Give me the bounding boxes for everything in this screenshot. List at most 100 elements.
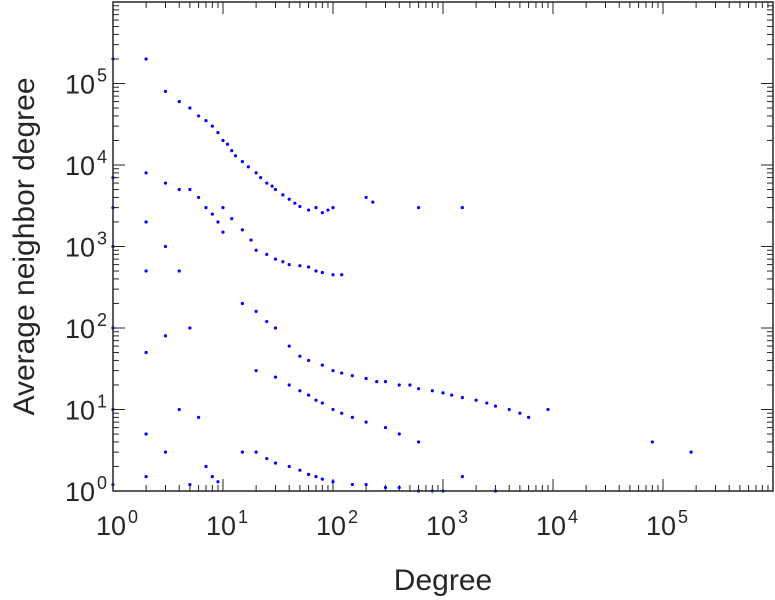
y-tick-label: 10 0 (65, 473, 107, 507)
x-tick-label: 10 4 (536, 507, 578, 541)
scatter-point (298, 389, 302, 393)
scatter-point (383, 486, 388, 490)
scatter-point (650, 440, 654, 444)
scatter-point (689, 450, 693, 454)
x-tick-labels: 10 0 10 1 10 2 10 3 10 4 10 5 (96, 507, 688, 541)
scatter-point (144, 350, 148, 355)
scatter-point (265, 181, 269, 185)
scatter-point (416, 206, 421, 210)
scatter-point (233, 154, 238, 158)
scatter-point (350, 374, 354, 378)
y-tick-label: 10 4 (65, 147, 107, 181)
scatter-point (320, 363, 324, 367)
scatter-point (177, 187, 181, 192)
scatter-point (273, 326, 278, 330)
scatter-point (314, 269, 318, 273)
scatter-point (230, 149, 234, 153)
scatter-point (254, 248, 258, 252)
scatter-point (326, 208, 330, 212)
scatter-point (364, 420, 368, 424)
scatter-point (281, 260, 285, 264)
scatter-point (240, 160, 244, 164)
scatter-point (254, 171, 258, 175)
x-axis-label: Degree (394, 564, 492, 597)
scatter-point (474, 398, 478, 402)
scatter-point (493, 404, 498, 408)
scatter-point (408, 383, 412, 387)
scatter-point (331, 480, 335, 484)
scatter-point (298, 468, 302, 472)
y-tick-label: 10 3 (65, 229, 107, 263)
scatter-point (314, 475, 318, 479)
scatter-point (210, 212, 214, 216)
scatter-point (397, 486, 401, 490)
scatter-point (306, 472, 311, 476)
scatter-point (188, 482, 192, 487)
scatter-point (144, 475, 148, 479)
scatter-point (397, 432, 401, 436)
scatter-point (350, 415, 354, 419)
scatter-point (163, 89, 168, 93)
scatter-point (254, 309, 258, 313)
scatter-point (204, 119, 208, 123)
scatter-point (196, 195, 201, 200)
scatter-point (331, 407, 335, 412)
scatter-point (221, 206, 225, 210)
scatter-point (546, 407, 550, 412)
scatter-point (293, 201, 297, 205)
scatter-point (265, 319, 269, 324)
scatter-point (177, 407, 181, 412)
scatter-point (216, 220, 220, 224)
scatter-point (364, 482, 368, 487)
x-tick-label: 10 5 (646, 507, 688, 541)
y-axis-label: Average neighbor degree (8, 77, 41, 415)
scatter-point (320, 270, 324, 275)
scatter-point (216, 130, 220, 135)
scatter-point (416, 440, 421, 444)
scatter-point (254, 369, 258, 373)
y-tick-label: 10 5 (65, 66, 107, 100)
scatter-point (320, 477, 324, 481)
scatter-point (383, 425, 388, 430)
scatter-point (306, 393, 311, 397)
scatter-point (210, 124, 214, 128)
scatter-point (371, 200, 375, 204)
scatter-point (273, 375, 278, 379)
scatter-point (265, 252, 269, 256)
scatter-point (314, 398, 318, 402)
plot-frame (112, 1, 774, 492)
scatter-point (210, 475, 214, 479)
scatter-point (320, 211, 324, 215)
scatter-point (331, 273, 335, 277)
scatter-point (298, 264, 302, 268)
scatter-point (298, 204, 302, 209)
x-tick-label: 10 0 (96, 507, 138, 541)
x-tick-label: 10 1 (206, 507, 248, 541)
scatter-point (144, 57, 148, 61)
scatter-point (240, 228, 244, 232)
scatter-point (216, 480, 220, 484)
scatter-point (225, 142, 230, 146)
scatter-point (265, 456, 269, 461)
scatter-point (383, 379, 388, 384)
scatter-point (230, 216, 234, 221)
scatter-point (306, 358, 311, 363)
scatter-point (177, 269, 181, 273)
scatter-point (163, 181, 168, 185)
scatter-point (144, 432, 148, 436)
scatter-point (460, 475, 464, 479)
scatter-point (177, 99, 181, 104)
y-tick-label: 10 1 (65, 392, 107, 426)
scatter-point (196, 415, 201, 419)
scatter-point (287, 262, 291, 267)
scatter-point (298, 354, 302, 358)
scatter-point (430, 389, 434, 393)
scatter-point (240, 301, 244, 306)
scatter-point (249, 238, 253, 242)
scatter-point (144, 269, 148, 273)
scatter-point (340, 371, 344, 375)
scatter-point (306, 208, 311, 212)
scatter-point (254, 450, 258, 454)
